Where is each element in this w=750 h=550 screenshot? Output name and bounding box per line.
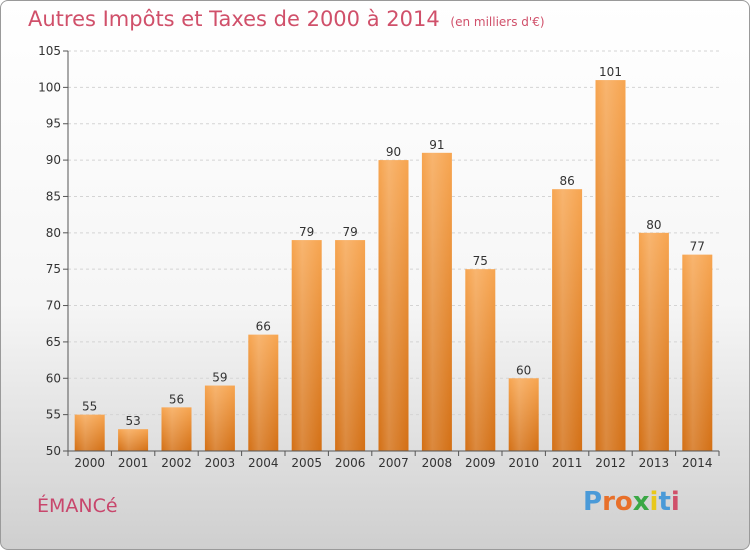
x-tick-label: 2000 <box>74 456 105 470</box>
bar-highlight <box>508 378 539 451</box>
y-tick-label: 80 <box>46 226 61 240</box>
data-label: 101 <box>599 65 622 79</box>
bar-highlight <box>118 429 149 451</box>
bar-highlight <box>378 160 409 451</box>
x-tick-label: 2004 <box>248 456 279 470</box>
y-tick-label: 60 <box>46 371 61 385</box>
chart-title-text: Autres Impôts et Taxes de 2000 à 2014 <box>28 7 440 31</box>
bar-highlight <box>465 269 496 451</box>
y-tick-label: 75 <box>46 262 61 276</box>
x-tick-label: 2001 <box>118 456 149 470</box>
x-tick-label: 2009 <box>465 456 496 470</box>
bar-highlight <box>248 334 279 451</box>
logo-letter: x <box>632 487 650 517</box>
x-tick-label: 2005 <box>291 456 322 470</box>
data-label: 91 <box>429 138 444 152</box>
y-tick-label: 90 <box>46 153 61 167</box>
y-tick-label: 85 <box>46 189 61 203</box>
x-tick-label: 2006 <box>335 456 366 470</box>
x-tick-label: 2010 <box>508 456 539 470</box>
x-tick-label: 2011 <box>552 456 583 470</box>
bar-highlight <box>161 407 192 451</box>
proxiti-logo: Proxiti <box>583 487 680 517</box>
logo-letter: t <box>658 487 671 517</box>
y-tick-label: 55 <box>46 408 61 422</box>
bar-highlight <box>552 189 583 451</box>
x-tick-label: 2002 <box>161 456 192 470</box>
data-label: 56 <box>169 392 184 406</box>
chart-subtitle: (en milliers d'€) <box>450 15 545 29</box>
bar-highlight <box>638 232 669 451</box>
x-tick-label: 2007 <box>378 456 409 470</box>
y-tick-label: 95 <box>46 117 61 131</box>
logo-letter: o <box>614 487 633 517</box>
y-tick-label: 105 <box>38 44 61 58</box>
logo-letter: i <box>649 487 659 517</box>
data-label: 60 <box>516 363 531 377</box>
x-tick-label: 2008 <box>422 456 453 470</box>
bar-highlight <box>74 414 105 451</box>
data-label: 79 <box>342 225 357 239</box>
bar-highlight <box>335 240 366 451</box>
data-label: 86 <box>559 174 574 188</box>
data-label: 53 <box>125 414 140 428</box>
data-label: 59 <box>212 371 227 385</box>
bar-highlight <box>291 240 322 451</box>
y-tick-label: 50 <box>46 444 61 458</box>
data-label: 75 <box>473 254 488 268</box>
x-tick-label: 2003 <box>205 456 236 470</box>
data-label: 55 <box>82 400 97 414</box>
logo-letter: i <box>670 487 680 517</box>
logo-letter: r <box>602 487 615 517</box>
data-label: 77 <box>690 240 705 254</box>
y-tick-label: 100 <box>38 80 61 94</box>
chart-title: Autres Impôts et Taxes de 2000 à 2014 (e… <box>28 7 545 31</box>
data-label: 80 <box>646 218 661 232</box>
bar-highlight <box>421 152 452 451</box>
town-name: ÉMANCé <box>37 495 118 517</box>
logo-letter: P <box>583 487 603 517</box>
bar-highlight <box>595 80 626 451</box>
x-tick-label: 2014 <box>682 456 713 470</box>
x-tick-label: 2013 <box>639 456 670 470</box>
y-tick-label: 70 <box>46 299 61 313</box>
data-label: 90 <box>386 145 401 159</box>
data-label: 79 <box>299 225 314 239</box>
y-tick-label: 65 <box>46 335 61 349</box>
bar-highlight <box>682 254 713 451</box>
bar-highlight <box>204 385 235 451</box>
x-tick-label: 2012 <box>595 456 626 470</box>
data-label: 66 <box>256 320 271 334</box>
